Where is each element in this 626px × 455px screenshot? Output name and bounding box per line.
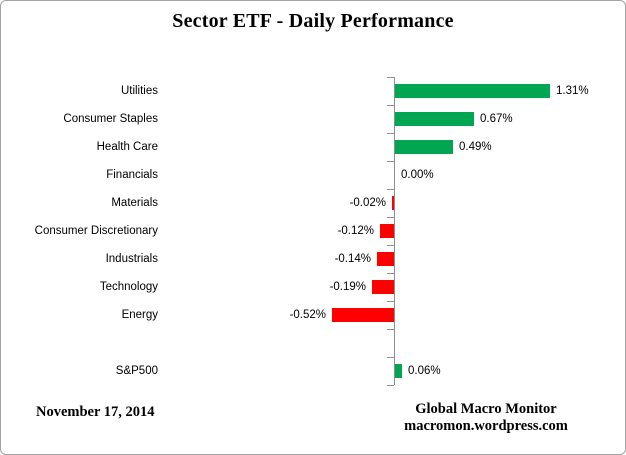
bar [395, 84, 550, 98]
value-label: -0.02% [349, 197, 386, 209]
category-label: Materials [111, 197, 158, 209]
value-label: -0.12% [337, 225, 374, 237]
axis-tick [387, 385, 394, 386]
category-label: Utilities [120, 85, 158, 97]
value-label: 0.49% [459, 141, 492, 153]
source-line-1: Global Macro Monitor [415, 401, 557, 417]
axis-tick [387, 217, 394, 218]
value-label: -0.14% [334, 253, 371, 265]
category-label: Financials [106, 169, 158, 181]
y-axis-line [394, 77, 395, 385]
bar [395, 140, 453, 154]
bar [395, 364, 402, 378]
axis-tick [387, 357, 394, 358]
value-label: -0.52% [289, 309, 326, 321]
category-label: Consumer Staples [63, 113, 158, 125]
value-label: 0.67% [480, 113, 513, 125]
category-label: Health Care [96, 141, 158, 153]
value-label: 1.31% [556, 85, 589, 97]
category-label: Consumer Discretionary [34, 225, 158, 237]
category-label: S&P500 [115, 365, 158, 377]
axis-tick [387, 273, 394, 274]
axis-tick [387, 133, 394, 134]
bar [380, 224, 394, 238]
category-label: Technology [99, 281, 158, 293]
chart-title: Sector ETF - Daily Performance [172, 10, 454, 32]
value-label: -0.19% [329, 281, 366, 293]
value-label: 0.06% [408, 365, 441, 377]
category-label: Energy [121, 309, 158, 321]
date-label: November 17, 2014 [36, 404, 155, 420]
source-line-2: macromon.wordpress.com [404, 418, 568, 434]
axis-tick [387, 161, 394, 162]
axis-tick [387, 105, 394, 106]
bar [332, 308, 394, 322]
bar [392, 196, 394, 210]
bar [372, 280, 394, 294]
axis-tick [387, 329, 394, 330]
value-label: 0.00% [401, 169, 434, 181]
source-label: Global Macro Monitor macromon.wordpress.… [336, 401, 625, 435]
axis-tick [387, 189, 394, 190]
category-label: Industrials [105, 253, 158, 265]
axis-tick [387, 245, 394, 246]
bar [377, 252, 394, 266]
axis-tick [387, 301, 394, 302]
axis-tick [387, 77, 394, 78]
category-label [1, 329, 158, 357]
bar [395, 112, 474, 126]
